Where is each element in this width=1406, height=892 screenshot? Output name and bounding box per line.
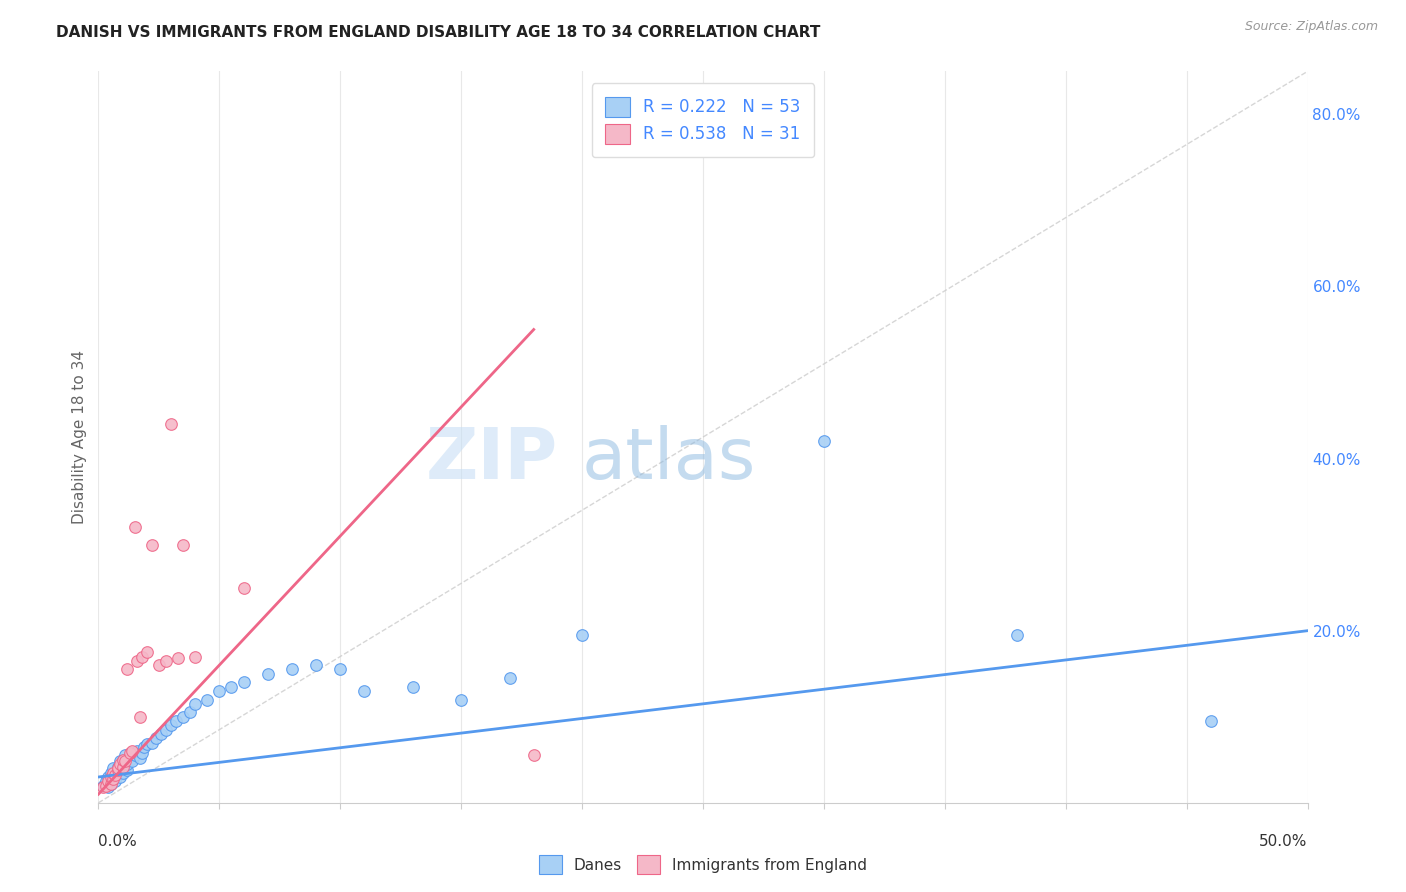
Point	[305, 658, 328, 673]
Point	[353, 684, 375, 698]
Point	[128, 710, 150, 724]
Point	[184, 649, 207, 664]
Point	[155, 723, 177, 737]
Point	[117, 662, 139, 676]
Point	[107, 763, 129, 777]
Point	[329, 662, 352, 676]
Point	[135, 737, 157, 751]
Point	[450, 692, 472, 706]
Point	[101, 765, 124, 780]
Point	[100, 777, 122, 791]
Y-axis label: Disability Age 18 to 34: Disability Age 18 to 34	[72, 350, 87, 524]
Point	[121, 744, 143, 758]
Point	[114, 748, 136, 763]
Point	[232, 675, 254, 690]
Point	[195, 692, 218, 706]
Point	[131, 746, 153, 760]
Point	[91, 780, 114, 795]
Point	[148, 658, 170, 673]
Point	[101, 761, 124, 775]
Point	[111, 765, 134, 780]
Point	[104, 774, 127, 789]
Point	[184, 697, 207, 711]
Point	[118, 746, 141, 760]
Point	[141, 538, 163, 552]
Text: atlas: atlas	[582, 425, 756, 493]
Point	[155, 654, 177, 668]
Legend: Danes, Immigrants from England: Danes, Immigrants from England	[533, 849, 873, 880]
Point	[402, 680, 425, 694]
Point	[160, 417, 183, 432]
Point	[523, 748, 546, 763]
Point	[114, 761, 136, 775]
Point	[94, 779, 117, 793]
Point	[108, 755, 131, 769]
Text: ZIP: ZIP	[426, 425, 558, 493]
Text: 50.0%: 50.0%	[1260, 834, 1308, 849]
Point	[571, 628, 593, 642]
Point	[118, 753, 141, 767]
Legend: R = 0.222   N = 53, R = 0.538   N = 31: R = 0.222 N = 53, R = 0.538 N = 31	[592, 83, 814, 157]
Point	[256, 666, 278, 681]
Point	[141, 735, 163, 749]
Point	[111, 759, 134, 773]
Point	[97, 780, 120, 795]
Point	[165, 714, 187, 728]
Point	[127, 744, 149, 758]
Point	[108, 770, 131, 784]
Point	[91, 779, 114, 793]
Point	[107, 759, 129, 773]
Point	[145, 731, 167, 746]
Point	[104, 768, 127, 782]
Point	[127, 654, 149, 668]
Point	[1199, 714, 1222, 728]
Point	[124, 748, 146, 763]
Point	[100, 770, 122, 784]
Point	[232, 581, 254, 595]
Point	[208, 684, 231, 698]
Point	[94, 774, 117, 789]
Point	[100, 777, 122, 791]
Point	[97, 774, 120, 789]
Text: 0.0%: 0.0%	[98, 834, 138, 849]
Point	[121, 755, 143, 769]
Point	[101, 772, 124, 786]
Point	[111, 753, 134, 767]
Point	[172, 538, 194, 552]
Point	[498, 671, 520, 685]
Point	[160, 718, 183, 732]
Point	[124, 520, 146, 534]
Point	[172, 710, 194, 724]
Point	[131, 649, 153, 664]
Point	[134, 739, 156, 754]
Point	[135, 645, 157, 659]
Point	[281, 662, 304, 676]
Point	[100, 765, 122, 780]
Point	[167, 651, 190, 665]
Point	[107, 761, 129, 775]
Point	[117, 763, 139, 777]
Point	[117, 757, 139, 772]
Point	[111, 753, 134, 767]
Point	[97, 770, 120, 784]
Point	[221, 680, 243, 694]
Point	[813, 434, 835, 449]
Point	[101, 772, 124, 786]
Point	[104, 768, 127, 782]
Text: DANISH VS IMMIGRANTS FROM ENGLAND DISABILITY AGE 18 TO 34 CORRELATION CHART: DANISH VS IMMIGRANTS FROM ENGLAND DISABI…	[56, 25, 821, 40]
Point	[179, 706, 201, 720]
Text: Source: ZipAtlas.com: Source: ZipAtlas.com	[1244, 20, 1378, 33]
Point	[108, 757, 131, 772]
Point	[114, 755, 136, 769]
Point	[150, 727, 173, 741]
Point	[128, 751, 150, 765]
Point	[1007, 628, 1029, 642]
Point	[107, 763, 129, 777]
